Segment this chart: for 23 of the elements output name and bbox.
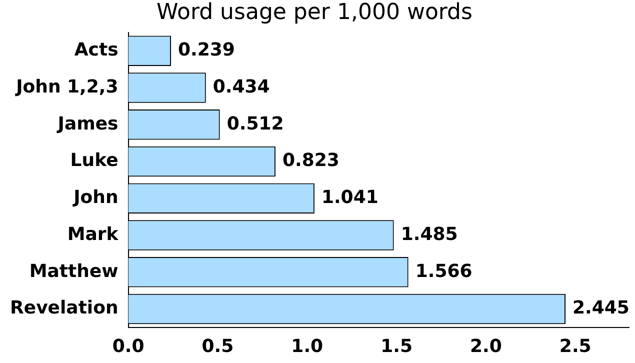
data-label: 0.434 [212,76,270,98]
x-tick-label: 0.0 [112,336,144,357]
x-tick-label: 1.0 [291,336,324,357]
y-tick-label: Matthew [29,260,118,282]
data-label: 1.041 [321,187,378,208]
x-tick-label: 0.5 [202,336,234,357]
data-label: 1.566 [415,260,472,282]
data-label: 2.445 [572,298,630,319]
x-tick-label: 2.5 [559,336,592,357]
y-tick-label: Luke [70,150,118,172]
y-tick-label: Mark [67,224,120,245]
y-tick-label: James [56,113,118,134]
data-label: 0.512 [226,113,284,134]
data-label: 0.823 [282,150,340,172]
y-tick-label: John [72,187,118,208]
y-tick-label: Revelation [10,298,118,319]
x-tick-label: 2.0 [470,336,502,357]
data-label: 1.485 [400,224,458,245]
y-tick-label: Acts [74,40,118,61]
y-tick-label: John 1,2,3 [14,76,118,98]
chart-title: Word usage per 1,000 words [156,0,472,25]
x-tick-label: 1.5 [380,336,412,357]
data-label: 0.239 [178,40,235,61]
